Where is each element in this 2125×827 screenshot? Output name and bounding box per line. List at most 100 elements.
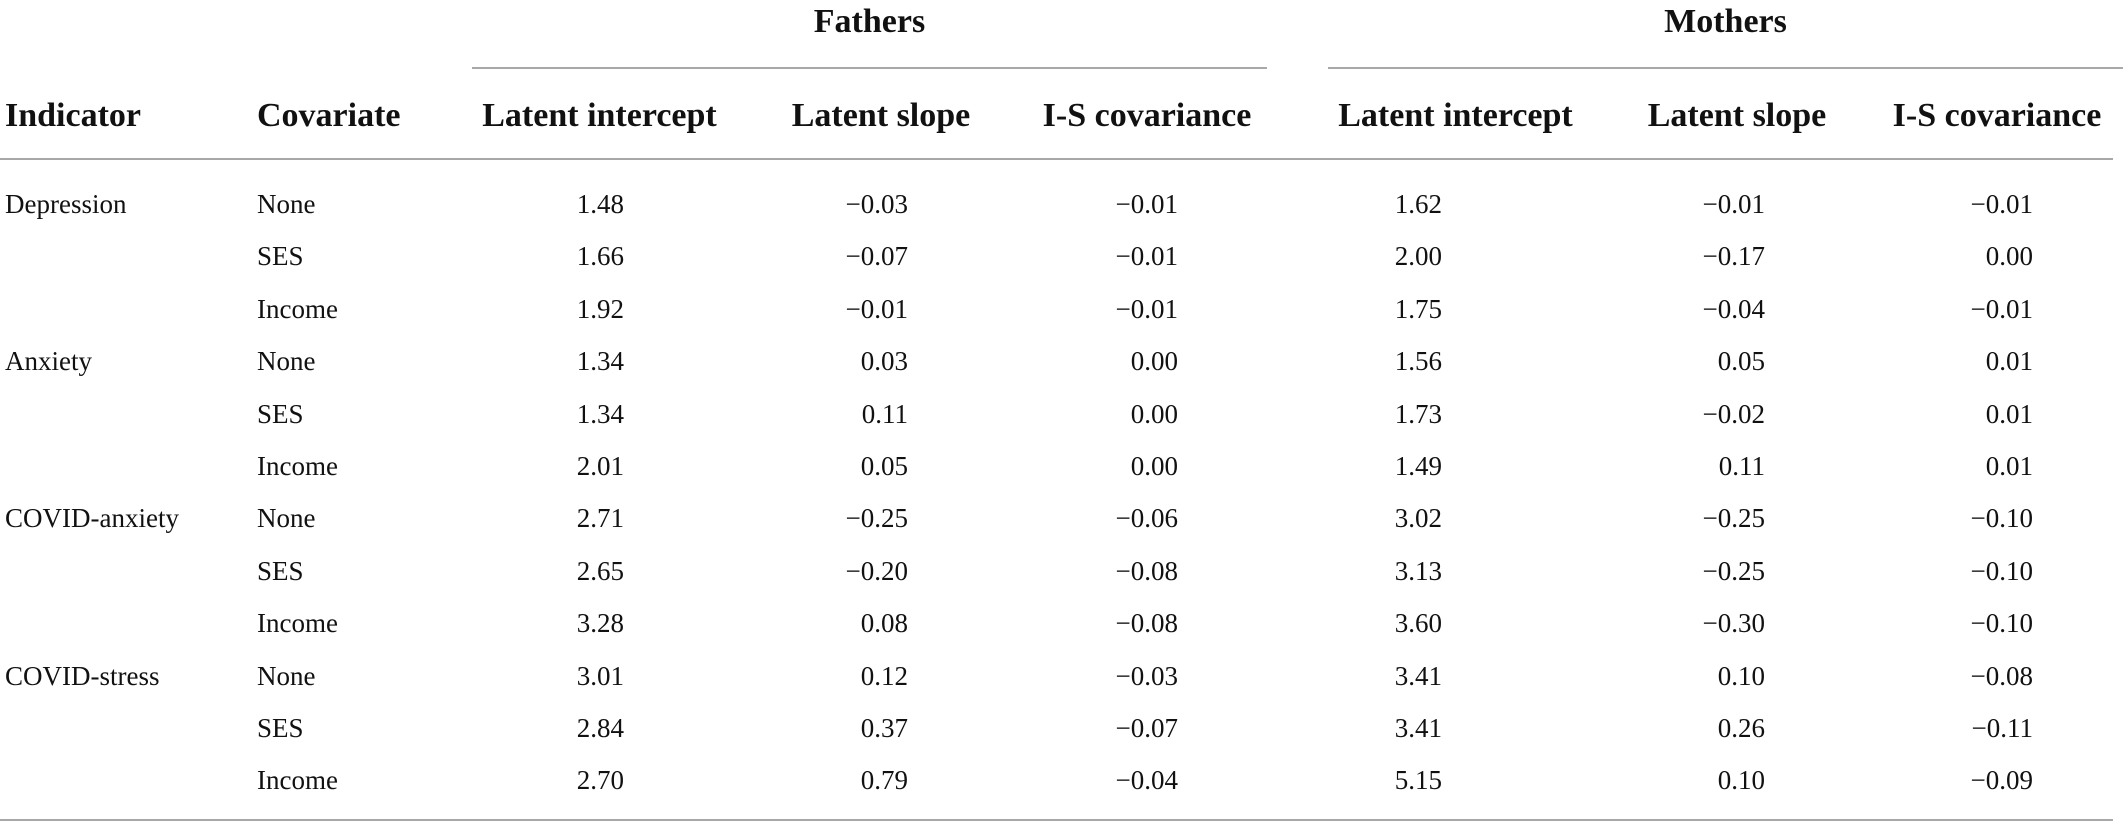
mothers-covariance-cell: −0.10 (1970, 608, 2033, 639)
column-header-indicator: Indicator (5, 97, 141, 134)
fathers-slope-cell: 0.05 (860, 450, 908, 481)
fathers-covariance-cell: 0.00 (1130, 346, 1178, 377)
table-row: Depression None 1.48 −0.03 −0.01 1.62 −0.01 −0.… (0, 178, 2125, 230)
fathers-slope-cell: 0.37 (860, 712, 908, 743)
table-row: SES 2.84 0.37 −0.07 3.41 0.26 −0.11 (0, 702, 2125, 754)
fathers-covariance-cell: −0.03 (1115, 660, 1178, 691)
column-header-mothers-covariance: I-S covariance (1892, 97, 2102, 134)
column-header-fathers-slope: Latent slope (791, 97, 971, 134)
covariate-cell: SES (257, 398, 304, 429)
indicator-cell: COVID-anxiety (5, 503, 179, 534)
fathers-slope-cell: 0.11 (861, 398, 908, 429)
header-rule (0, 158, 2113, 160)
mothers-covariance-cell: −0.01 (1970, 293, 2033, 324)
covariate-cell: None (257, 189, 316, 219)
mothers-covariance-cell: −0.08 (1970, 660, 2033, 691)
bottom-rule (0, 819, 2113, 821)
covariate-cell: SES (257, 712, 304, 743)
fathers-covariance-cell: −0.01 (1115, 189, 1178, 219)
fathers-intercept-cell: 3.28 (576, 608, 624, 639)
mothers-covariance-cell: 0.01 (1985, 346, 2033, 377)
mothers-covariance-cell: −0.10 (1970, 503, 2033, 534)
mothers-covariance-cell: 0.01 (1985, 398, 2033, 429)
column-header-fathers-covariance: I-S covariance (1042, 97, 1252, 134)
covariate-cell: None (257, 346, 316, 377)
table-row: Income 2.01 0.05 0.00 1.49 0.11 0.01 (0, 440, 2125, 492)
fathers-intercept-cell: 3.01 (576, 660, 624, 691)
table-row: Income 1.92 −0.01 −0.01 1.75 −0.04 −0.01 (0, 283, 2125, 335)
mothers-slope-cell: 0.11 (1718, 450, 1765, 481)
covariate-cell: SES (257, 555, 304, 586)
mothers-slope-cell: −0.25 (1702, 555, 1765, 586)
mothers-covariance-cell: 0.00 (1985, 241, 2033, 272)
table-row: SES 1.66 −0.07 −0.01 2.00 −0.17 0.00 (0, 230, 2125, 282)
mothers-intercept-cell: 2.00 (1394, 241, 1442, 272)
table-row: SES 1.34 0.11 0.00 1.73 −0.02 0.01 (0, 388, 2125, 440)
fathers-covariance-cell: −0.08 (1115, 555, 1178, 586)
fathers-covariance-cell: −0.04 (1115, 765, 1178, 796)
column-header-mothers-slope: Latent slope (1647, 97, 1827, 134)
fathers-slope-cell: −0.07 (845, 241, 908, 272)
mothers-intercept-cell: 1.62 (1394, 189, 1442, 219)
mothers-slope-cell: 0.05 (1717, 346, 1765, 377)
mothers-intercept-cell: 5.15 (1394, 765, 1442, 796)
fathers-intercept-cell: 1.34 (576, 346, 624, 377)
indicator-cell: Depression (5, 189, 127, 219)
fathers-covariance-cell: −0.06 (1115, 503, 1178, 534)
mothers-intercept-cell: 3.02 (1394, 503, 1442, 534)
covariate-cell: None (257, 660, 316, 691)
mothers-slope-cell: 0.26 (1717, 712, 1765, 743)
fathers-slope-cell: −0.20 (845, 555, 908, 586)
fathers-covariance-cell: 0.00 (1130, 450, 1178, 481)
fathers-intercept-cell: 2.65 (576, 555, 624, 586)
mothers-covariance-cell: −0.09 (1970, 765, 2033, 796)
mothers-intercept-cell: 3.41 (1394, 712, 1442, 743)
mothers-intercept-cell: 1.56 (1394, 346, 1442, 377)
mothers-intercept-cell: 1.49 (1394, 450, 1442, 481)
fathers-intercept-cell: 2.70 (576, 765, 624, 796)
fathers-slope-cell: −0.25 (845, 503, 908, 534)
table-row: Income 2.70 0.79 −0.04 5.15 0.10 −0.09 (0, 754, 2125, 806)
table-body: Depression None 1.48 −0.03 −0.01 1.62 −0.01 −0.… (0, 178, 2125, 807)
fathers-slope-cell: 0.79 (860, 765, 908, 796)
fathers-intercept-cell: 2.84 (576, 712, 624, 743)
column-header-row: Indicator Covariate Latent intercept Lat… (0, 92, 2125, 140)
fathers-covariance-cell: −0.01 (1115, 293, 1178, 324)
indicator-cell: Anxiety (5, 346, 92, 377)
fathers-intercept-cell: 1.34 (576, 398, 624, 429)
column-header-mothers-intercept: Latent intercept (1338, 97, 1573, 134)
mothers-intercept-cell: 1.75 (1394, 293, 1442, 324)
table-row: Anxiety None 1.34 0.03 0.00 1.56 0.05 0.01 (0, 335, 2125, 387)
fathers-covariance-cell: 0.00 (1130, 398, 1178, 429)
group-header-mothers: Mothers (1664, 3, 1787, 40)
fathers-intercept-cell: 1.66 (576, 241, 624, 272)
covariate-cell: None (257, 503, 316, 534)
mothers-slope-cell: 0.10 (1717, 765, 1765, 796)
group-header-fathers: Fathers (813, 3, 926, 40)
table-row: COVID-stress None 3.01 0.12 −0.03 3.41 0.10 −0.… (0, 650, 2125, 702)
fathers-intercept-cell: 2.71 (576, 503, 624, 534)
covariate-cell: Income (257, 450, 338, 481)
covariate-cell: Income (257, 293, 338, 324)
mothers-slope-cell: −0.25 (1702, 503, 1765, 534)
fathers-intercept-cell: 1.92 (576, 293, 624, 324)
mothers-slope-cell: −0.04 (1702, 293, 1765, 324)
mothers-intercept-cell: 3.41 (1394, 660, 1442, 691)
covariate-cell: Income (257, 765, 338, 796)
table-row: SES 2.65 −0.20 −0.08 3.13 −0.25 −0.10 (0, 545, 2125, 597)
indicator-cell: COVID-stress (5, 660, 160, 691)
fathers-slope-cell: 0.08 (860, 608, 908, 639)
fathers-slope-cell: 0.12 (860, 660, 908, 691)
table-row: COVID-anxiety None 2.71 −0.25 −0.06 3.02 −0.25… (0, 492, 2125, 544)
column-header-covariate: Covariate (257, 97, 401, 134)
group-rule-fathers (472, 67, 1267, 69)
covariate-cell: Income (257, 608, 338, 639)
fathers-slope-cell: −0.03 (845, 189, 908, 219)
fathers-covariance-cell: −0.07 (1115, 712, 1178, 743)
fathers-intercept-cell: 1.48 (576, 189, 624, 219)
covariate-cell: SES (257, 241, 304, 272)
fathers-intercept-cell: 2.01 (576, 450, 624, 481)
fathers-slope-cell: −0.01 (845, 293, 908, 324)
mothers-intercept-cell: 3.13 (1394, 555, 1442, 586)
